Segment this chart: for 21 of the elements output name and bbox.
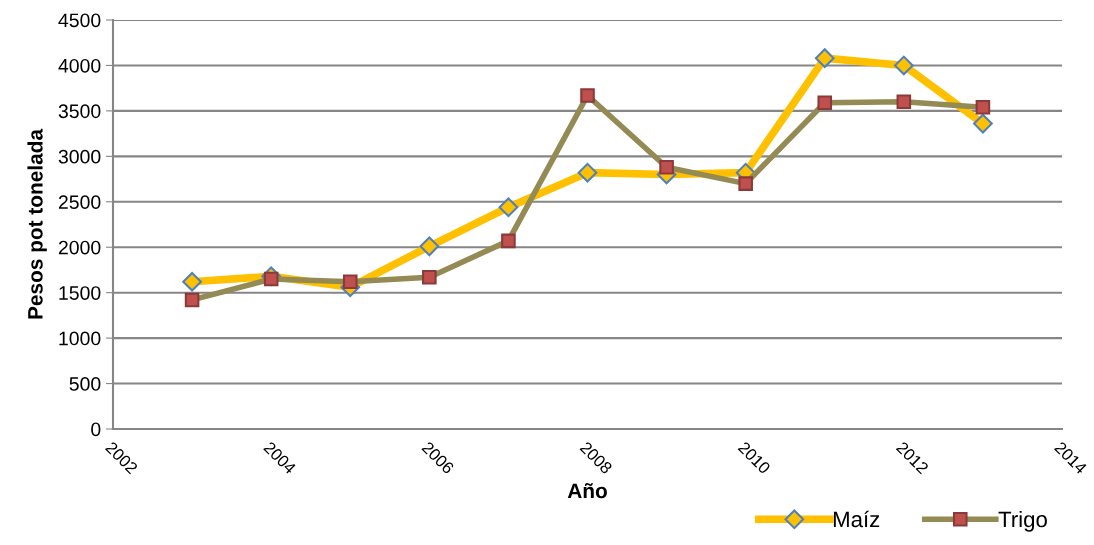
point: [498, 197, 519, 218]
legend-label: Trigo: [998, 510, 1047, 532]
point: [182, 271, 202, 292]
y-tick-label: 500: [69, 377, 101, 391]
point: [973, 113, 993, 134]
y-tick-label: 2500: [58, 195, 101, 210]
y-axis-title: Pesos pot tonelada: [27, 128, 47, 319]
y-tick-label: 4500: [58, 13, 101, 28]
y-tick-label: 1000: [59, 331, 101, 346]
y-tick-label: 3500: [58, 104, 101, 119]
y-tick-label: 4000: [58, 58, 101, 73]
y-tick-label: 1500: [59, 286, 101, 300]
point: [814, 48, 835, 69]
y-tick-label: 3000: [58, 149, 101, 164]
point: [893, 55, 914, 76]
legend-label: Maíz: [833, 510, 880, 528]
y-tick-label: 2000: [58, 240, 101, 255]
point: [577, 162, 598, 183]
x-axis-title: Año: [567, 482, 607, 499]
y-tick-label: 0: [91, 422, 101, 437]
point: [419, 236, 440, 257]
